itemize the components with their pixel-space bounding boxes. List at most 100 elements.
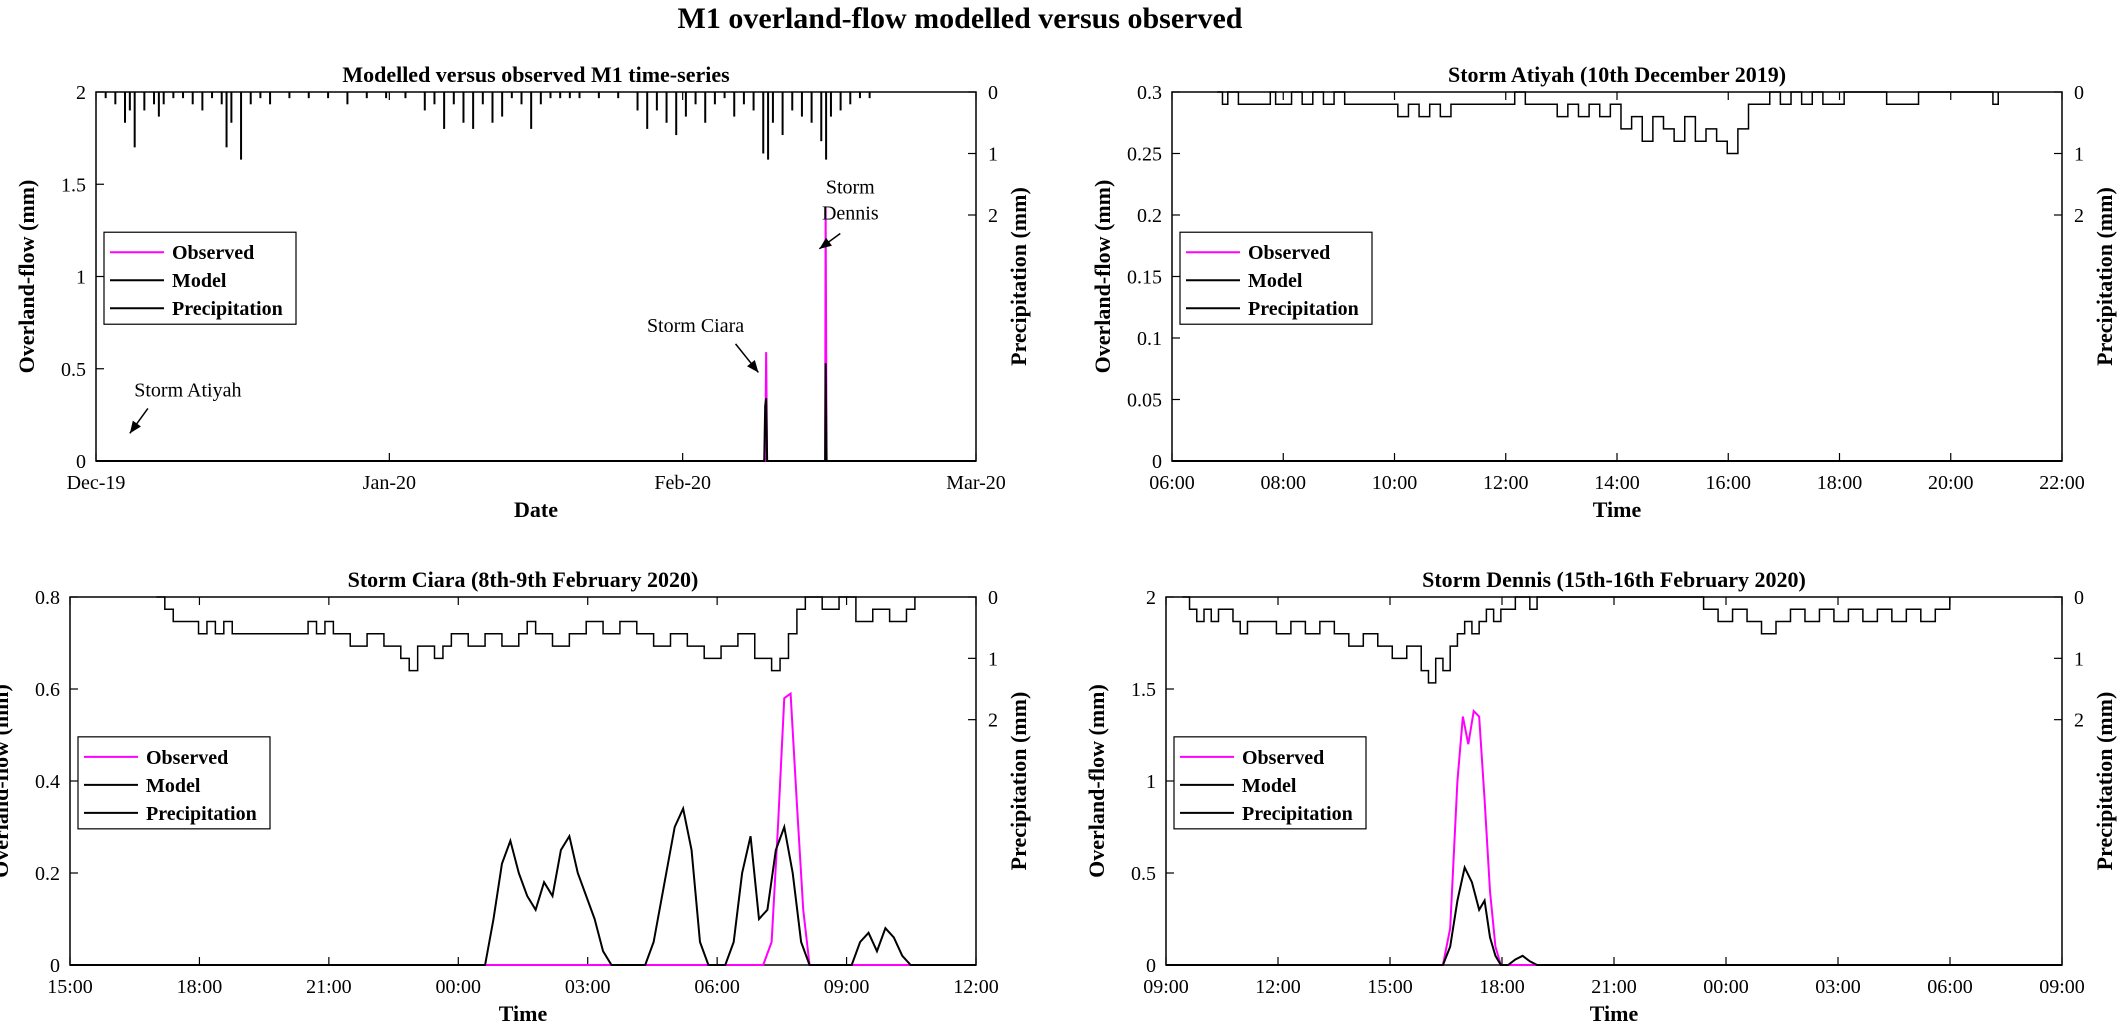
y2-axis-label: Precipitation (mm) (2092, 692, 2117, 871)
y2-tick-label: 0 (988, 82, 998, 104)
x-tick-label: 15:00 (1367, 976, 1413, 998)
legend-entry: Model (172, 270, 227, 292)
y2-tick-label: 2 (2074, 205, 2084, 227)
y2-tick-label: 1 (988, 648, 998, 670)
series-line-model (70, 805, 976, 966)
y-tick-label: 0 (1152, 451, 1162, 473)
x-axis-label: Time (499, 1001, 548, 1026)
y2-axis-label: Precipitation (mm) (1006, 187, 1031, 366)
y2-tick-label: 1 (2074, 144, 2084, 166)
x-tick-label: 06:00 (1149, 472, 1195, 494)
y-tick-label: 0.5 (61, 359, 86, 381)
series-line-observed (70, 691, 976, 966)
y2-axis-label: Precipitation (mm) (1006, 692, 1031, 871)
precip-step-line (156, 596, 916, 672)
panel-title: Storm Atiyah (10th December 2019) (1448, 62, 1786, 87)
x-tick-label: Dec-19 (67, 472, 126, 494)
x-tick-label: 18:00 (177, 976, 223, 998)
x-tick-label: 15:00 (47, 976, 93, 998)
x-tick-label: 12:00 (1255, 976, 1301, 998)
x-tick-label: 09:00 (824, 976, 870, 998)
x-tick-label: 03:00 (1815, 976, 1861, 998)
legend-entry: Precipitation (1248, 298, 1359, 320)
x-tick-label: 18:00 (1479, 976, 1525, 998)
y-axis-label: Overland-flow (mm) (1090, 180, 1115, 374)
y2-tick-label: 0 (2074, 82, 2084, 104)
x-axis-label: Time (1593, 497, 1642, 522)
y2-tick-label: 1 (2074, 648, 2084, 670)
legend-entry: Model (1242, 775, 1297, 797)
figure-title: M1 overland-flow modelled versus observe… (678, 2, 1243, 35)
x-tick-label: 21:00 (306, 976, 352, 998)
annotation-arrowhead (129, 420, 141, 434)
y-tick-label: 0.6 (35, 679, 60, 701)
annotation-text: Dennis (822, 202, 879, 224)
y-tick-label: 0.1 (1137, 328, 1162, 350)
y-tick-label: 0.15 (1127, 267, 1162, 289)
chart-panel-1: Storm Atiyah (10th December 2019) 06:00 08… (1090, 62, 2117, 522)
legend-entry: Model (146, 775, 201, 797)
x-tick-label: 00:00 (436, 976, 482, 998)
series-line-model (96, 363, 976, 462)
y-tick-label: 0 (76, 451, 86, 473)
annotation-text: Storm Ciara (647, 315, 744, 337)
y-tick-label: 0.05 (1127, 390, 1162, 412)
y-tick-label: 0.2 (35, 863, 60, 885)
y-tick-label: 0.5 (1131, 863, 1156, 885)
legend-entry: Precipitation (172, 298, 283, 320)
y-tick-label: 0.2 (1137, 205, 1162, 227)
panel-title: Storm Ciara (8th-9th February 2020) (348, 567, 699, 592)
y2-tick-label: 2 (2074, 710, 2084, 732)
x-tick-label: 06:00 (1927, 976, 1973, 998)
x-tick-label: Jan-20 (363, 472, 416, 494)
annotation-text: Storm Atiyah (134, 379, 241, 401)
panel-title: Storm Dennis (15th-16th February 2020) (1422, 567, 1806, 592)
panel-title: Modelled versus observed M1 time-series (342, 62, 730, 87)
x-tick-label: 08:00 (1260, 472, 1306, 494)
chart-panel-2: Storm Ciara (8th-9th February 2020) 15:00… (0, 567, 1031, 1026)
x-tick-label: 18:00 (1817, 472, 1863, 494)
x-tick-label: 10:00 (1372, 472, 1418, 494)
y-tick-label: 0 (50, 955, 60, 977)
x-tick-label: Mar-20 (946, 472, 1006, 494)
x-tick-label: 12:00 (1483, 472, 1529, 494)
x-tick-label: 09:00 (1143, 976, 1189, 998)
y2-tick-label: 0 (2074, 587, 2084, 609)
y2-tick-label: 2 (988, 710, 998, 732)
x-tick-label: Feb-20 (654, 472, 711, 494)
y-tick-label: 0.3 (1137, 82, 1162, 104)
x-tick-label: 14:00 (1594, 472, 1640, 494)
y-axis-label: Overland-flow (mm) (14, 180, 39, 374)
y-axis-label: Overland-flow (mm) (1084, 684, 1109, 878)
y-tick-label: 0.25 (1127, 144, 1162, 166)
y-tick-label: 0.4 (35, 771, 60, 793)
y-tick-label: 0 (1146, 955, 1156, 977)
chart-panel-0: Modelled versus observed M1 time-series D… (14, 62, 1031, 522)
x-tick-label: 20:00 (1928, 472, 1974, 494)
x-tick-label: 00:00 (1703, 976, 1749, 998)
x-tick-label: 12:00 (953, 976, 999, 998)
y-tick-label: 1.5 (61, 174, 86, 196)
x-axis-label: Date (514, 497, 558, 522)
y2-tick-label: 0 (988, 587, 998, 609)
y-tick-label: 0.8 (35, 587, 60, 609)
legend-entry: Observed (172, 242, 254, 264)
legend-entry: Precipitation (146, 803, 257, 825)
x-tick-label: 16:00 (1705, 472, 1751, 494)
x-axis-label: Time (1590, 1001, 1639, 1026)
annotation-text: Storm (826, 176, 875, 198)
chart-panel-3: Storm Dennis (15th-16th February 2020) 09… (1084, 567, 2117, 1026)
x-tick-label: 09:00 (2039, 976, 2085, 998)
y2-tick-label: 2 (988, 205, 998, 227)
y-tick-label: 1 (1146, 771, 1156, 793)
y-tick-label: 2 (76, 82, 86, 104)
x-tick-label: 22:00 (2039, 472, 2085, 494)
x-tick-label: 06:00 (694, 976, 740, 998)
series-line-model (1166, 864, 2062, 966)
legend-entry: Observed (1248, 242, 1330, 264)
y-tick-label: 1 (76, 267, 86, 289)
legend-entry: Observed (146, 747, 228, 769)
precip-step-line (1182, 596, 1951, 684)
x-tick-label: 21:00 (1591, 976, 1637, 998)
